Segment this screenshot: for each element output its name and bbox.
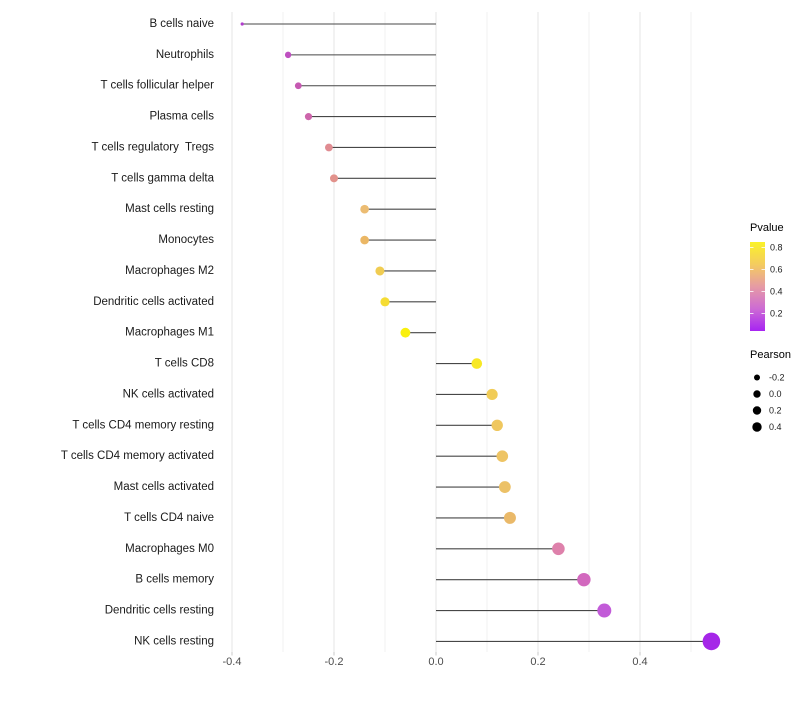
pearson-size-dot	[754, 374, 760, 381]
pearson-legend-title: Pearson	[750, 349, 791, 361]
category-label: T cells gamma delta	[111, 172, 214, 184]
lollipop-dot	[491, 419, 503, 432]
lollipop-row: B cells naive	[149, 18, 436, 30]
pearson-size-dot	[753, 390, 761, 398]
lollipop-row: NK cells activated	[123, 388, 498, 400]
x-axis: -0.4 -0.2 0.0 0.2 0.4	[223, 652, 648, 668]
category-label: B cells memory	[135, 574, 214, 586]
x-tick-label: -0.4	[223, 656, 242, 668]
lollipop-row: T cells CD4 memory resting	[72, 419, 503, 431]
lollipop-dot	[294, 82, 302, 90]
lollipop-row: Plasma cells	[149, 111, 436, 123]
category-label: Macrophages M2	[125, 265, 214, 277]
category-label: T cells CD8	[155, 358, 214, 370]
category-label: Dendritic cells resting	[105, 605, 214, 617]
category-label: Mast cells resting	[125, 203, 214, 215]
lollipop-row: Monocytes	[158, 234, 436, 246]
category-label: T cells CD4 memory resting	[72, 419, 214, 431]
category-label: NK cells resting	[134, 635, 214, 647]
category-label: Macrophages M1	[125, 327, 214, 339]
lollipop-dot	[498, 481, 511, 493]
category-label: Dendritic cells activated	[93, 296, 214, 308]
pvalue-tick-label: 0.4	[770, 287, 783, 297]
lollipop-row: Macrophages M1	[125, 327, 436, 339]
lollipop-dot	[380, 297, 390, 307]
category-label: Mast cells activated	[114, 481, 214, 493]
lollipop-dot	[375, 266, 385, 276]
category-label: T cells CD4 memory activated	[61, 450, 214, 462]
lollipop-row: T cells CD4 naive	[124, 511, 516, 524]
pearson-size-label: 0.2	[769, 406, 782, 416]
lollipop-row: T cells CD8	[155, 358, 483, 370]
lollipop-row: Mast cells activated	[114, 481, 511, 493]
category-label: Neutrophils	[156, 49, 214, 61]
category-label: Monocytes	[158, 234, 214, 246]
lollipop-dot	[496, 450, 509, 462]
lollipop-row: T cells CD4 memory activated	[61, 450, 509, 462]
pearson-size-dot	[752, 422, 762, 432]
lollipop-row: Mast cells resting	[125, 203, 436, 215]
pvalue-tick-label: 0.2	[770, 309, 783, 319]
lollipop-dot	[360, 204, 369, 214]
gridlines	[231, 12, 692, 652]
pearson-size-label: -0.2	[769, 373, 785, 383]
lollipop-row: B cells memory	[135, 572, 591, 587]
lollipop-dot	[471, 358, 483, 369]
category-label: B cells naive	[149, 18, 214, 30]
x-tick-label: -0.2	[325, 656, 344, 668]
pvalue-tick-label: 0.6	[770, 265, 783, 275]
lollipop-dot	[325, 143, 333, 152]
category-label: Plasma cells	[149, 111, 214, 123]
lollipop-row: Dendritic cells activated	[93, 296, 436, 308]
lollipop-row: T cells regulatory Tregs	[91, 141, 436, 153]
lollipop-row: T cells gamma delta	[111, 172, 436, 184]
pearson-legend: Pearson -0.2 0.0 0.2 0.4	[750, 349, 791, 432]
lollipop-dot	[503, 511, 516, 524]
pvalue-tick-label: 0.8	[770, 243, 783, 253]
x-tick-label: 0.2	[530, 656, 545, 668]
x-tick-label: 0.0	[428, 656, 443, 668]
pvalue-legend-title: Pvalue	[750, 222, 784, 234]
lollipop-dot	[360, 235, 369, 245]
lollipop-row: Macrophages M0	[125, 542, 565, 556]
lollipop-rows: B cells naive Neutrophils T cells follicul…	[61, 18, 721, 651]
category-label: NK cells activated	[123, 388, 214, 400]
lollipop-row: Dendritic cells resting	[105, 603, 612, 618]
lollipop-row: T cells follicular helper	[100, 80, 436, 92]
category-label: T cells regulatory Tregs	[91, 141, 214, 153]
pvalue-legend: Pvalue 0.8 0.6 0.4 0.2	[750, 222, 784, 331]
lollipop-row: Macrophages M2	[125, 265, 436, 277]
lollipop-dot	[284, 51, 292, 59]
lollipop-dot	[597, 603, 612, 618]
pearson-size-label: 0.4	[769, 422, 782, 432]
category-label: Macrophages M0	[125, 543, 214, 555]
lollipop-dot	[552, 542, 565, 556]
pvalue-gradient-bar	[750, 242, 765, 331]
category-label: T cells follicular helper	[100, 80, 214, 92]
lollipop-dot	[486, 388, 498, 401]
lollipop-dot	[577, 572, 591, 587]
category-label: T cells CD4 naive	[124, 512, 214, 524]
pearson-size-label: 0.0	[769, 389, 782, 399]
lollipop-dot	[240, 22, 244, 26]
lollipop-row: NK cells resting	[134, 632, 721, 651]
lollipop-dot	[400, 327, 411, 338]
lollipop-row: Neutrophils	[156, 49, 436, 61]
x-tick-label: 0.4	[632, 656, 647, 668]
lollipop-dot	[304, 113, 313, 121]
lollipop-dot	[702, 632, 721, 651]
lollipop-dot	[330, 174, 338, 183]
pearson-size-dot	[752, 406, 762, 415]
